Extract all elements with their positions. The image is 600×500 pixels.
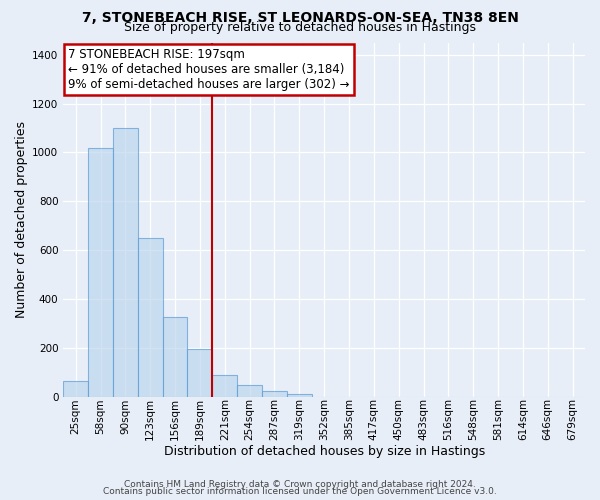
Y-axis label: Number of detached properties: Number of detached properties xyxy=(15,121,28,318)
Text: Size of property relative to detached houses in Hastings: Size of property relative to detached ho… xyxy=(124,22,476,35)
Bar xyxy=(63,381,88,397)
Text: 7, STONEBEACH RISE, ST LEONARDS-ON-SEA, TN38 8EN: 7, STONEBEACH RISE, ST LEONARDS-ON-SEA, … xyxy=(82,11,518,25)
Text: 7 STONEBEACH RISE: 197sqm
← 91% of detached houses are smaller (3,184)
9% of sem: 7 STONEBEACH RISE: 197sqm ← 91% of detac… xyxy=(68,48,350,91)
Bar xyxy=(163,318,187,397)
Bar xyxy=(113,128,138,397)
Bar xyxy=(287,394,312,397)
Text: Contains HM Land Registry data © Crown copyright and database right 2024.: Contains HM Land Registry data © Crown c… xyxy=(124,480,476,489)
Bar xyxy=(88,148,113,397)
Bar xyxy=(138,238,163,397)
Bar xyxy=(187,349,212,397)
Bar xyxy=(237,385,262,397)
Bar xyxy=(212,375,237,397)
X-axis label: Distribution of detached houses by size in Hastings: Distribution of detached houses by size … xyxy=(164,444,485,458)
Text: Contains public sector information licensed under the Open Government Licence v3: Contains public sector information licen… xyxy=(103,488,497,496)
Bar xyxy=(262,392,287,397)
